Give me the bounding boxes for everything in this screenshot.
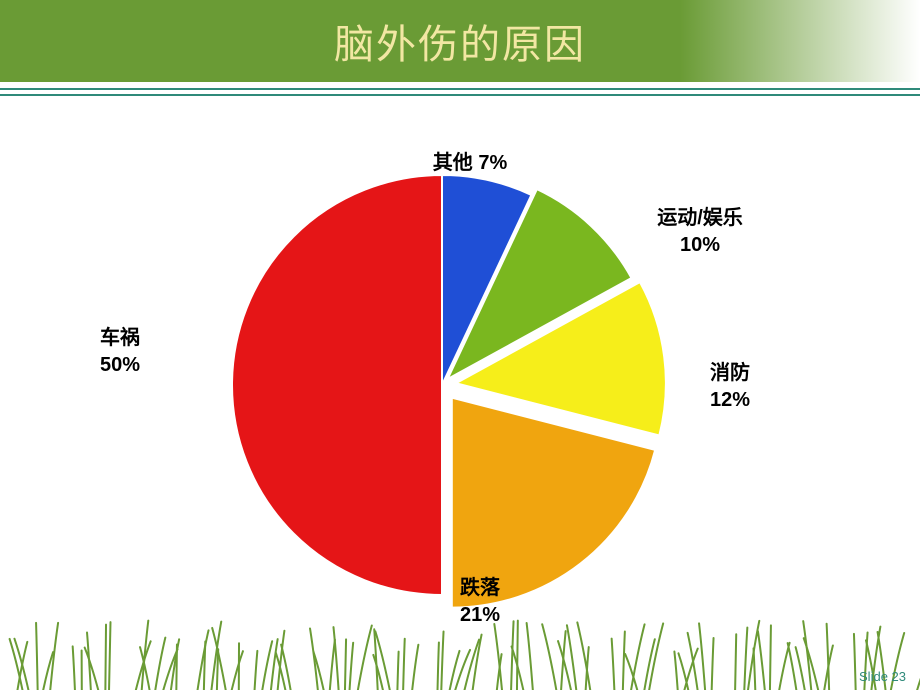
pie-slice-label: 消防12%: [710, 360, 750, 414]
pie-slice: [232, 175, 442, 595]
grass-blade: [754, 648, 756, 690]
grass-blade: [735, 634, 736, 690]
grass-blade: [232, 651, 243, 690]
grass-blade: [758, 631, 765, 690]
grass-blade: [109, 622, 110, 690]
grass-blade: [350, 643, 354, 690]
grass-blade: [678, 653, 688, 690]
pie-slice-label: 运动/娱乐10%: [657, 205, 743, 259]
grass-blade: [612, 639, 615, 690]
slice-percent: 10%: [657, 232, 743, 259]
grass-blade: [255, 651, 258, 690]
grass-blade: [73, 646, 75, 690]
grass-blade: [631, 624, 644, 690]
slice-name: 其他 7%: [433, 150, 507, 177]
grass-blade: [623, 632, 625, 690]
grass-blade: [271, 639, 278, 690]
grass-blade: [744, 628, 747, 690]
pie-slice-label: 其他 7%: [433, 150, 507, 177]
grass-blade: [827, 624, 830, 690]
grass-blade: [796, 647, 805, 690]
grass-blade: [674, 652, 677, 690]
grass-blade: [176, 645, 177, 690]
grass-blade: [204, 642, 205, 690]
slide-number: Slide 23: [859, 669, 906, 684]
grass-blade: [397, 652, 398, 690]
slide-header: 脑外伤的原因: [0, 0, 920, 82]
slice-percent: 12%: [710, 387, 750, 414]
grass-blade: [788, 643, 797, 690]
pie-slice-label: 车祸50%: [100, 325, 140, 379]
grass-blade: [333, 627, 338, 690]
chart-area: 其他 7%运动/娱乐10%消防12%跌落21%车祸50%: [0, 100, 920, 690]
grass-blade: [281, 645, 290, 690]
slice-name: 消防: [710, 360, 750, 387]
slice-name: 跌落: [460, 575, 500, 602]
grass-blade: [155, 638, 165, 690]
grass-blade: [770, 625, 771, 690]
grass-blade: [699, 623, 705, 690]
grass-blade: [105, 625, 106, 690]
grass-blade: [36, 623, 38, 690]
slice-name: 车祸: [100, 325, 140, 352]
slide-title: 脑外伤的原因: [334, 12, 586, 70]
header-divider: [0, 88, 920, 96]
slice-percent: 50%: [100, 352, 140, 379]
grass-blade: [262, 641, 272, 690]
grass-blade: [511, 621, 513, 690]
grass-blade: [688, 633, 698, 690]
grass-decoration: [0, 610, 920, 690]
grass-blade: [542, 624, 556, 690]
grass-blade: [358, 626, 372, 690]
grass-blade: [198, 630, 209, 690]
grass-blade: [403, 639, 405, 690]
grass-blade: [330, 640, 335, 690]
grass-blade: [412, 645, 418, 690]
grass-blade: [517, 621, 518, 690]
grass-blade: [712, 638, 714, 690]
grass-blade: [441, 632, 443, 690]
grass-blade: [345, 639, 346, 690]
grass-blade: [854, 634, 856, 690]
grass-blade: [527, 623, 533, 690]
grass-blade: [779, 643, 789, 690]
slice-name: 运动/娱乐: [657, 205, 743, 232]
grass-blade: [438, 642, 439, 690]
